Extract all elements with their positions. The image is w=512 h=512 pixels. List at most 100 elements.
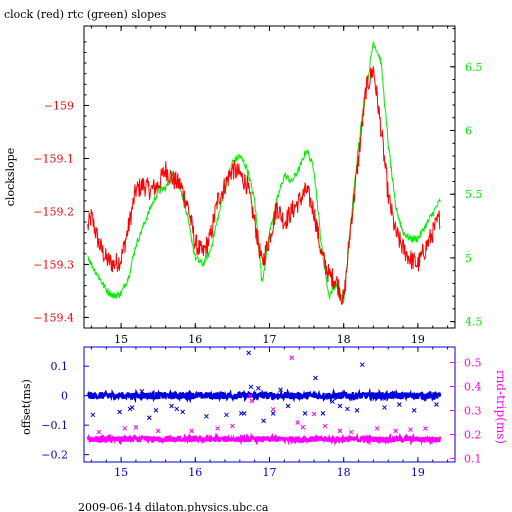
series-offset-point bbox=[246, 350, 252, 356]
series-rnd-trip-point bbox=[230, 423, 235, 429]
series-rnd-trip-point bbox=[311, 411, 317, 417]
series-offset-point bbox=[241, 410, 247, 416]
bottom-y-tick-label: 0 bbox=[61, 390, 68, 403]
series-offset-point bbox=[204, 413, 209, 419]
series-offset-point bbox=[313, 375, 318, 381]
series-rtc-line bbox=[87, 41, 441, 304]
series-rnd-trip-point bbox=[408, 427, 413, 433]
top-y-tick-label: −159.3 bbox=[33, 258, 74, 271]
series-offset-point bbox=[278, 387, 283, 393]
footer-text: 2009-06-14 dilaton.physics.ubc.ca bbox=[78, 501, 269, 512]
bottom-y2-tick-label: 0.5 bbox=[464, 357, 482, 370]
bottom-x-tick-label: 16 bbox=[188, 466, 202, 479]
series-offset-point bbox=[330, 399, 335, 404]
bottom-x-tick-label: 19 bbox=[411, 466, 425, 479]
top-panel: clockslope 15 16 17 18 19 −159 −159.1 −159.2 −15… bbox=[4, 25, 483, 346]
bottom-y2-tick-label: 0.4 bbox=[464, 381, 482, 394]
series-offset-point bbox=[302, 410, 308, 416]
bottom-y2-tick-label: 0.3 bbox=[464, 404, 482, 417]
series-offset-point bbox=[129, 405, 135, 410]
series-clock-line bbox=[87, 66, 441, 305]
top-x-tick-label: 15 bbox=[114, 333, 128, 346]
bottom-x-tick-label: 15 bbox=[114, 466, 128, 479]
series-offset-point bbox=[382, 405, 387, 410]
series-rnd-trip-point bbox=[249, 398, 255, 404]
bottom-y-tick-label: −0.1 bbox=[41, 419, 68, 432]
top-ylabel: clockslope bbox=[4, 148, 17, 206]
series-offset-point bbox=[117, 409, 122, 415]
top-x-tick-label: 18 bbox=[337, 333, 351, 346]
top-y2-tick-label: 5.5 bbox=[465, 188, 483, 201]
series-rnd-trip-point bbox=[189, 428, 194, 434]
series-rnd-trip-point bbox=[300, 424, 306, 430]
series-rnd-trip-point bbox=[270, 406, 276, 412]
series-offset-point bbox=[180, 409, 186, 415]
series-rnd-trip-point bbox=[155, 428, 161, 434]
series-rnd-trip-point bbox=[348, 429, 354, 435]
top-traces bbox=[87, 41, 441, 305]
series-rnd-trip-point bbox=[215, 426, 220, 431]
series-rnd-trip-point bbox=[133, 424, 139, 430]
series-offset-point bbox=[146, 415, 152, 421]
series-offset-point bbox=[411, 408, 417, 413]
series-rnd-trip-point bbox=[393, 428, 398, 434]
bottom-points bbox=[86, 350, 442, 446]
top-x-tick-label: 16 bbox=[188, 333, 202, 346]
series-offset-point bbox=[256, 385, 261, 391]
series-offset-point bbox=[345, 406, 350, 412]
bottom-ylabel: offset(ms) bbox=[20, 379, 33, 435]
bottom-x-tick-label: 17 bbox=[263, 466, 277, 479]
series-offset-band bbox=[87, 387, 442, 404]
bottom-axes: 15 16 17 18 19 0.1 0 −0.1 −0.2 0.5 0.4 0.3 0.2 0.1 bbox=[41, 347, 482, 479]
series-offset-point bbox=[285, 403, 291, 409]
series-offset-point bbox=[270, 410, 276, 416]
series-rnd-trip-point bbox=[295, 420, 301, 425]
top-y2-tick-label: 4.5 bbox=[465, 316, 483, 329]
series-offset-point bbox=[354, 408, 360, 413]
series-rnd-trip-point bbox=[96, 429, 102, 435]
bottom-panel: offset(ms) rnd-trip(ms) 15 16 17 18 19 0.1 0 −0… bbox=[20, 346, 508, 479]
top-y-tick-label: −159.2 bbox=[33, 205, 74, 218]
series-rnd-trip-point bbox=[374, 426, 380, 431]
bottom-y2label: rnd-trip(ms) bbox=[494, 370, 508, 444]
top-y2-tick-label: 5 bbox=[465, 252, 472, 265]
series-offset-point bbox=[434, 402, 439, 407]
bottom-y2-tick-label: 0.1 bbox=[464, 452, 482, 465]
series-offset-point bbox=[224, 412, 229, 418]
bottom-y-tick-label: −0.2 bbox=[41, 449, 68, 462]
series-offset-point bbox=[89, 393, 95, 399]
bottom-y-tick-label: 0.1 bbox=[51, 360, 69, 373]
top-y-tick-label: −159 bbox=[44, 99, 74, 112]
top-y2-tick-label: 6.5 bbox=[465, 61, 483, 74]
series-offset-point bbox=[320, 410, 326, 416]
series-rnd-trip-point bbox=[247, 393, 253, 399]
series-offset-point bbox=[169, 403, 174, 409]
series-offset-point bbox=[248, 384, 254, 390]
series-offset-point bbox=[90, 412, 96, 418]
bottom-x-tick-label: 18 bbox=[337, 466, 351, 479]
series-rnd-trip-point bbox=[337, 428, 343, 434]
series-offset-point bbox=[359, 362, 365, 368]
top-y-tick-label: −159.4 bbox=[33, 311, 74, 324]
top-axes: 15 16 17 18 19 −159 −159.1 −159.2 −159.3 −159.4 6.… bbox=[33, 26, 483, 346]
series-rnd-trip-band bbox=[86, 432, 442, 446]
top-x-tick-label: 17 bbox=[263, 333, 277, 346]
series-offset-point bbox=[261, 418, 266, 424]
bottom-y2-tick-label: 0.2 bbox=[464, 428, 482, 441]
series-rnd-trip-point bbox=[422, 426, 428, 431]
series-rnd-trip-point bbox=[322, 423, 328, 429]
series-offset-point bbox=[337, 403, 343, 409]
series-offset-point bbox=[127, 406, 133, 412]
top-x-tick-label: 19 bbox=[411, 333, 425, 346]
series-offset-point bbox=[396, 402, 402, 407]
series-offset-point bbox=[153, 408, 159, 413]
chart-title: clock (red) rtc (green) slopes bbox=[4, 8, 167, 21]
series-offset-point bbox=[174, 406, 180, 412]
top-y-tick-label: −159.1 bbox=[33, 152, 74, 165]
top-plot-frame bbox=[83, 25, 456, 329]
top-y2-tick-label: 6 bbox=[465, 124, 472, 137]
series-rnd-trip-point bbox=[122, 426, 128, 431]
series-offset-point bbox=[139, 388, 145, 394]
